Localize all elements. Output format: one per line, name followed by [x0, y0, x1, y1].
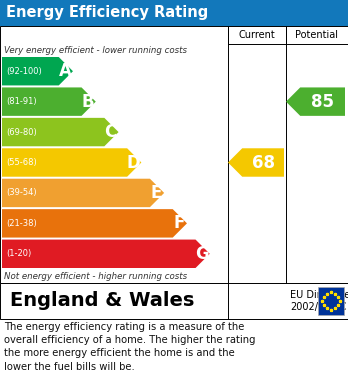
Polygon shape [2, 209, 187, 238]
Text: The energy efficiency rating is a measure of the
overall efficiency of a home. T: The energy efficiency rating is a measur… [4, 322, 255, 371]
Polygon shape [286, 88, 345, 116]
Polygon shape [2, 57, 73, 85]
Text: (55-68): (55-68) [6, 158, 37, 167]
Text: 85: 85 [311, 93, 334, 111]
Text: C: C [105, 123, 117, 141]
Text: England & Wales: England & Wales [10, 292, 195, 310]
Polygon shape [2, 148, 141, 177]
Text: E: E [151, 184, 162, 202]
Text: Potential: Potential [295, 30, 339, 40]
Text: B: B [82, 93, 94, 111]
Text: (69-80): (69-80) [6, 127, 37, 136]
Polygon shape [2, 118, 119, 146]
Text: Not energy efficient - higher running costs: Not energy efficient - higher running co… [4, 272, 187, 281]
Polygon shape [228, 148, 284, 177]
Bar [318, 287, 344, 315]
Bar [0, 26, 348, 283]
Text: 68: 68 [252, 154, 275, 172]
Text: (1-20): (1-20) [6, 249, 31, 258]
Text: D: D [127, 154, 140, 172]
Text: Current: Current [239, 30, 275, 40]
Text: Energy Efficiency Rating: Energy Efficiency Rating [6, 5, 208, 20]
Text: Very energy efficient - lower running costs: Very energy efficient - lower running co… [4, 46, 187, 55]
Text: F: F [173, 214, 185, 232]
Text: (81-91): (81-91) [6, 97, 37, 106]
Bar [228, 26, 286, 44]
Text: (92-100): (92-100) [6, 67, 42, 76]
Bar [0, 283, 348, 319]
Text: (39-54): (39-54) [6, 188, 37, 197]
Text: EU Directive
2002/91/EC: EU Directive 2002/91/EC [290, 290, 348, 312]
Bar [286, 26, 348, 44]
Polygon shape [2, 179, 164, 207]
Polygon shape [2, 240, 210, 268]
Text: G: G [195, 245, 209, 263]
Text: A: A [59, 62, 72, 80]
Polygon shape [2, 88, 96, 116]
Text: (21-38): (21-38) [6, 219, 37, 228]
Bar [0, 0, 348, 26]
